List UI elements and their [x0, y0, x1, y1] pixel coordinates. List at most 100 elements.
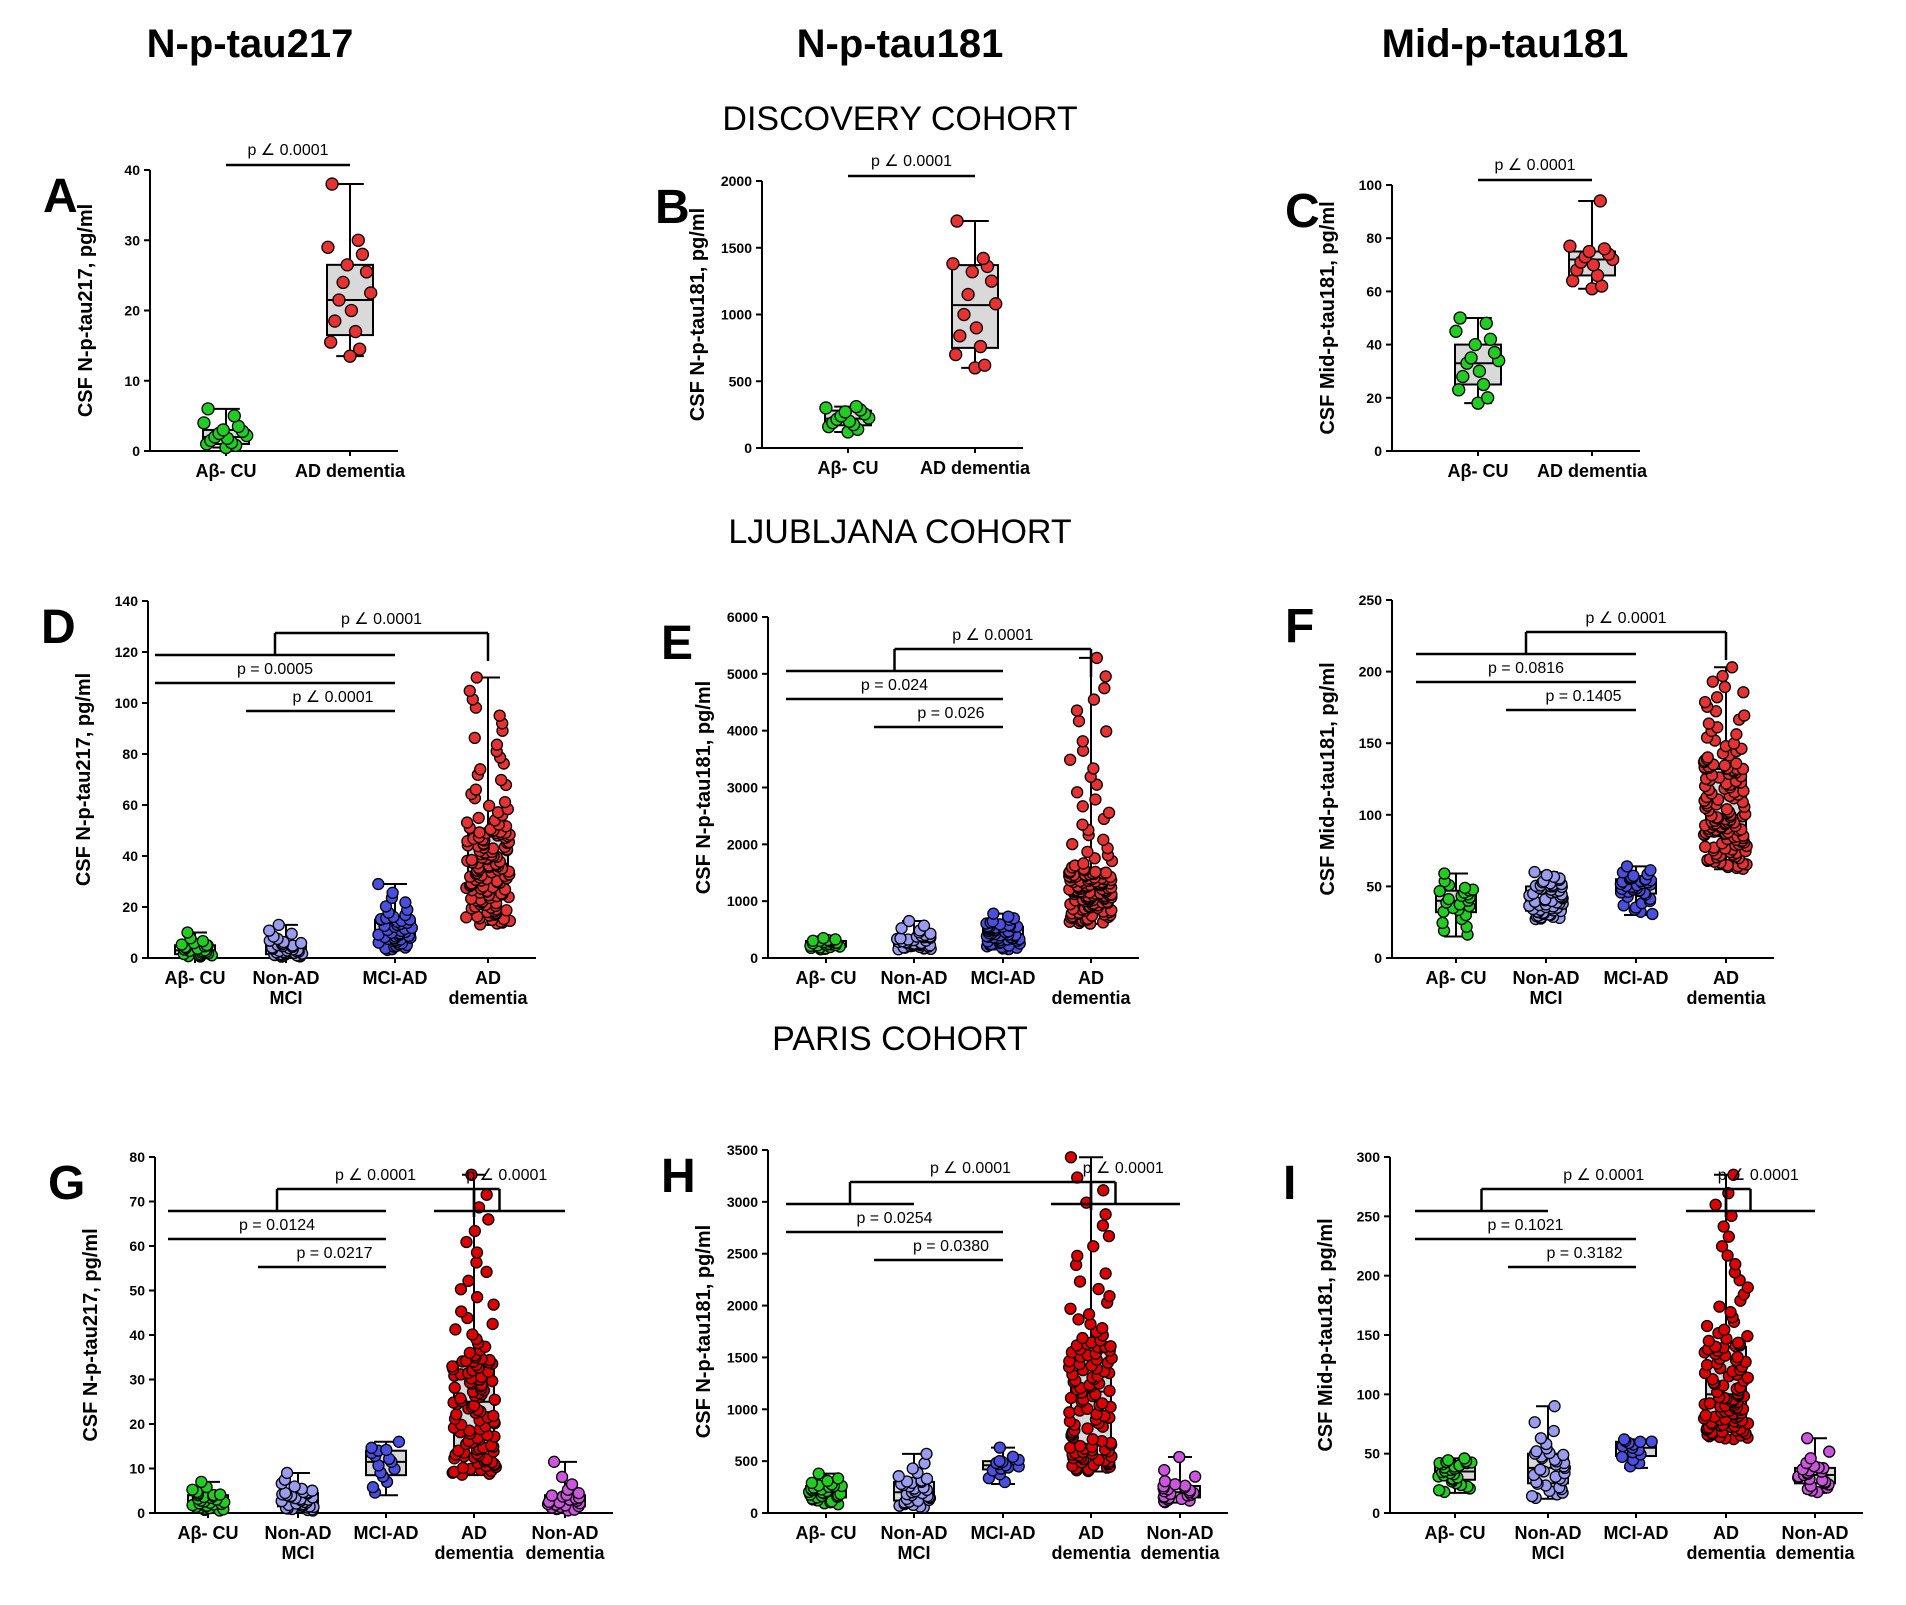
panel-H: H 0 500 1000 1500 2000 2500 3000 3500 CSF N-p-tau… [661, 1142, 1228, 1563]
panel-letter: E [661, 617, 693, 670]
category-label: dementia [448, 988, 528, 1008]
y-tick-label: 60 [129, 1238, 145, 1254]
data-point [343, 349, 357, 363]
data-point [466, 1328, 479, 1341]
y-tick-label: 20 [1366, 390, 1382, 406]
data-point [950, 214, 964, 228]
p-value-label: p = 0.3182 [1546, 1245, 1622, 1262]
data-point [812, 1467, 825, 1480]
data-point [1540, 868, 1553, 882]
y-tick-label: 100 [115, 695, 139, 711]
data-point [482, 1213, 495, 1226]
data-point [1483, 332, 1498, 346]
data-point [1530, 1445, 1543, 1458]
data-point [494, 773, 508, 787]
data-point [1168, 1478, 1182, 1491]
category-label: dementia [525, 1543, 605, 1563]
group-mci-ad [372, 877, 418, 957]
category-label: Non-AD [265, 1523, 332, 1543]
data-point [463, 684, 476, 698]
data-point [1597, 242, 1612, 256]
category-label: Non-AD [1147, 1523, 1214, 1543]
data-point [1090, 778, 1103, 791]
y-tick-label: 0 [750, 950, 758, 966]
data-point [1098, 682, 1111, 695]
category-label: dementia [1686, 988, 1766, 1008]
data-point [1801, 1432, 1814, 1445]
p-value-label: p ∠ 0.0001 [930, 1160, 1011, 1177]
data-point [1104, 1340, 1117, 1353]
data-point [1173, 1450, 1186, 1464]
y-tick-label: 0 [1374, 443, 1382, 459]
data-point [973, 339, 988, 354]
data-point [1436, 916, 1449, 930]
data-point [344, 303, 359, 318]
data-point [1702, 1334, 1715, 1348]
data-point [1547, 1424, 1560, 1438]
category-label: dementia [1686, 1543, 1766, 1563]
data-point [1453, 311, 1467, 325]
data-point [470, 671, 483, 684]
data-point [1468, 337, 1482, 352]
data-point [213, 1488, 227, 1501]
category-label: dementia [1051, 988, 1131, 1008]
data-point [1464, 351, 1478, 365]
data-point [1100, 725, 1113, 738]
data-point [392, 1435, 406, 1448]
data-point [1699, 1409, 1712, 1422]
group-mci-ad [365, 1435, 407, 1499]
p-value-label: p = 0.026 [917, 705, 984, 722]
data-point [920, 1472, 934, 1485]
data-point [1701, 751, 1714, 764]
group-non-ad-mci [263, 918, 309, 963]
data-point [1698, 695, 1712, 709]
group-a-cu [802, 1467, 848, 1511]
data-point [1099, 866, 1113, 879]
category-label: Aβ- CU [1425, 1523, 1486, 1543]
data-point [1081, 845, 1094, 859]
data-point [399, 896, 412, 909]
data-point [555, 1470, 569, 1484]
category-label: MCI-AD [1604, 968, 1669, 988]
data-point [332, 293, 346, 307]
group-ad-dementia [446, 1168, 502, 1481]
group-a-cu [1449, 311, 1506, 410]
data-point [1099, 1267, 1112, 1280]
category-label: dementia [434, 1543, 514, 1563]
data-point [1487, 345, 1502, 360]
data-point [906, 1462, 919, 1475]
group-non-ad-mci [1523, 865, 1569, 926]
category-label: Non-AD [881, 968, 948, 988]
data-point [829, 933, 842, 946]
group-ad-dementia [1563, 194, 1620, 296]
p-value-label: p ∠ 0.0001 [335, 1167, 416, 1184]
data-point [216, 423, 230, 437]
data-point [468, 1224, 481, 1238]
data-point [473, 826, 486, 839]
data-point [805, 1476, 818, 1490]
data-point [263, 924, 276, 937]
data-point [490, 738, 504, 751]
data-point [197, 416, 211, 430]
data-point [488, 1393, 501, 1406]
data-point [288, 1480, 301, 1493]
data-point [1718, 759, 1731, 772]
data-point [470, 1246, 484, 1259]
y-axis-label: CSF N-p-tau181, pg/ml [693, 681, 715, 894]
panel-D: D 0 20 40 60 80 100 120 140 CSF N-p-tau217, pg/ml… [41, 593, 536, 1008]
data-point [487, 1298, 500, 1311]
panel-letter: D [41, 601, 76, 654]
data-point [1076, 1331, 1089, 1345]
y-tick-label: 250 [1357, 1208, 1381, 1224]
data-point [454, 1392, 467, 1405]
category-label: Non-AD [881, 1523, 948, 1543]
y-tick-label: 10 [129, 1461, 145, 1477]
data-point [487, 1409, 500, 1422]
data-point [1721, 1249, 1734, 1262]
data-point [1458, 881, 1472, 895]
column-title-1: N-p-tau217 [147, 22, 354, 66]
p-value-label: p = 0.024 [861, 677, 928, 694]
group-a-cu [1432, 1452, 1478, 1499]
group-mci-ad [1615, 1433, 1658, 1473]
